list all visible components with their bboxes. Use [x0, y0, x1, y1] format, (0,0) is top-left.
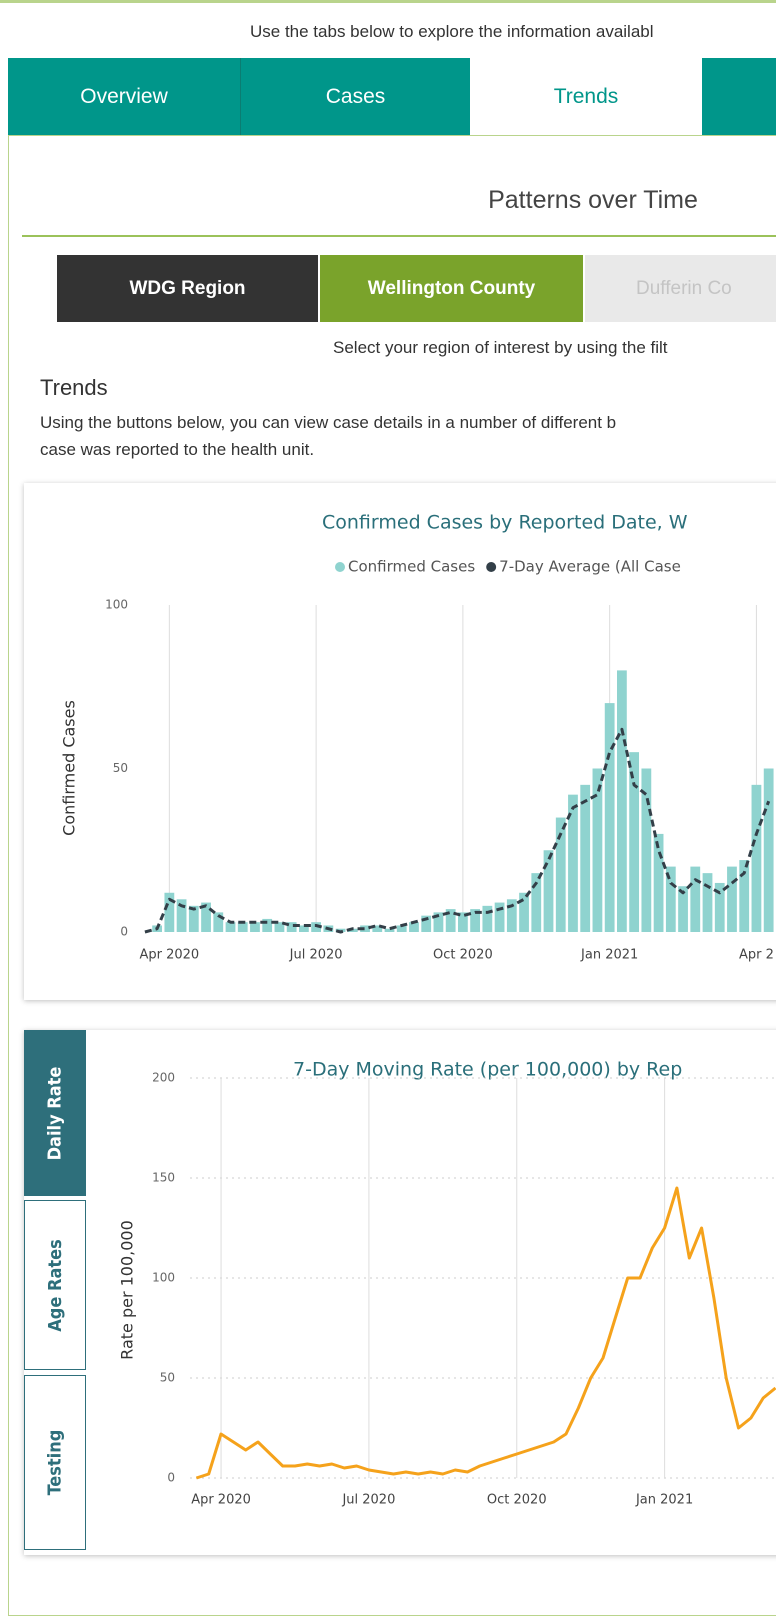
region-note: Select your region of interest by using … [333, 338, 668, 357]
side-tab-active[interactable]: Daily Rate [24, 1030, 86, 1196]
side-tab-label: Age Rates [44, 1238, 66, 1332]
trends-heading: Trends [40, 375, 108, 400]
side-tab[interactable]: Age Rates [24, 1200, 86, 1370]
region-button[interactable]: WDG Region [57, 255, 318, 322]
instruction: Use the tabs below to explore the inform… [250, 22, 654, 41]
tab-active[interactable]: Trends [470, 58, 702, 135]
tab[interactable]: Cases [240, 58, 470, 135]
side-tab[interactable]: Testing [24, 1375, 86, 1550]
tab[interactable] [702, 58, 776, 135]
top-border [0, 0, 776, 3]
chart-card [24, 483, 776, 1000]
region-button[interactable]: Wellington County [320, 255, 583, 322]
chart-card [24, 1030, 776, 1555]
trends-description: case was reported to the health unit. [40, 440, 315, 459]
side-tab-label: Daily Rate [44, 1066, 66, 1160]
trends-description: Using the buttons below, you can view ca… [40, 413, 617, 432]
section-title: Patterns over Time [488, 186, 698, 214]
side-tab-label: Testing [44, 1429, 66, 1496]
region-button[interactable]: Dufferin Co [585, 255, 776, 322]
divider [22, 235, 776, 237]
tab[interactable]: Overview [8, 58, 240, 135]
